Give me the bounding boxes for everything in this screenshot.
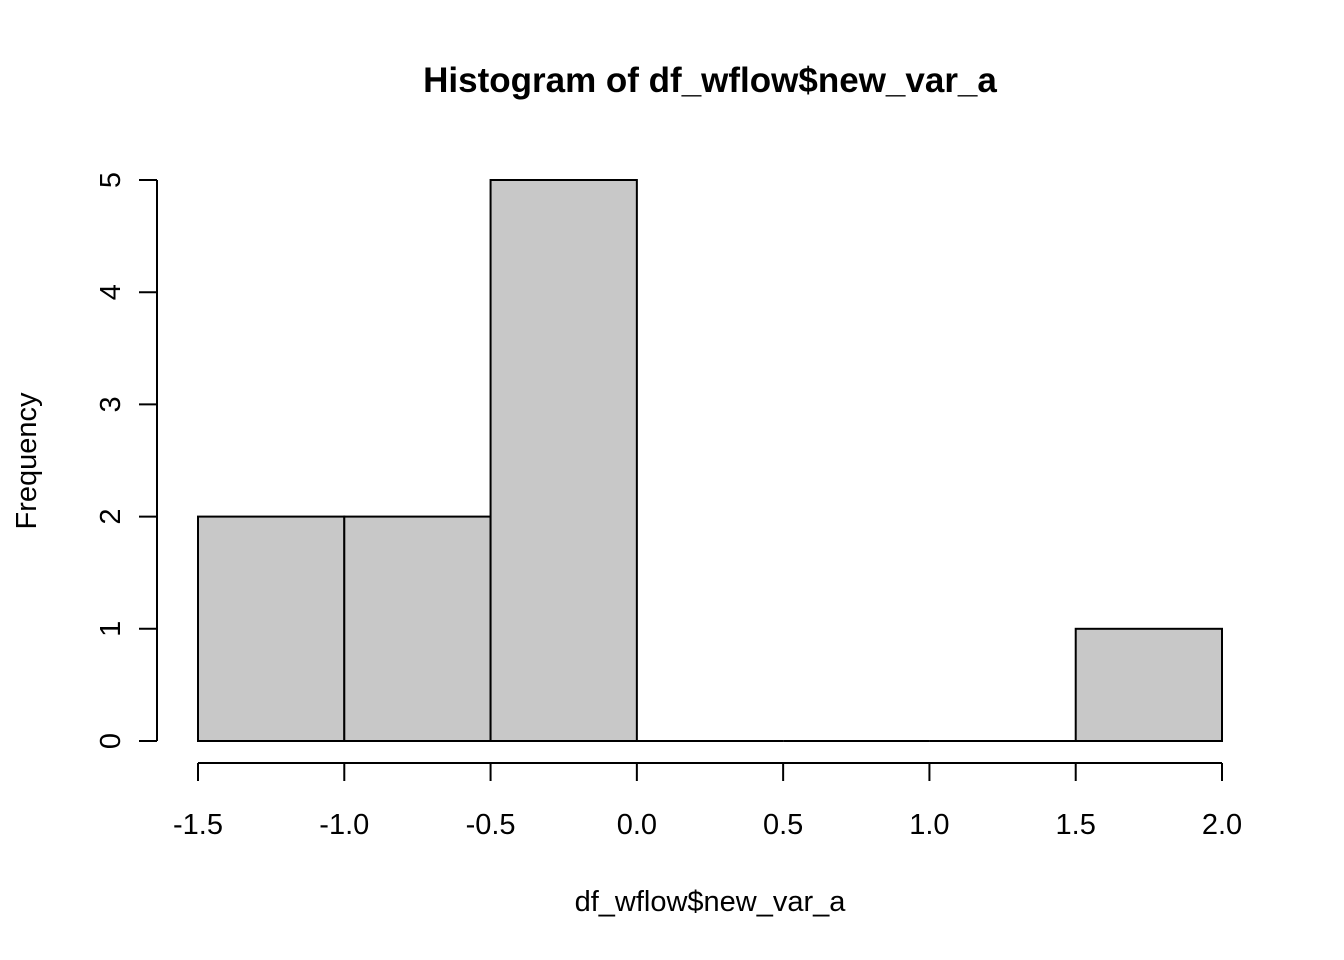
y-axis: 0 1 2 3 4 5 bbox=[95, 172, 158, 749]
y-tick-label-0: 0 bbox=[95, 733, 127, 749]
y-tick-label-2: 2 bbox=[95, 509, 127, 525]
y-tick-label-1: 1 bbox=[95, 621, 127, 637]
y-tick-label-5: 5 bbox=[95, 172, 127, 188]
y-axis-label: Frequency bbox=[11, 392, 43, 530]
x-tick-label-6: 1.5 bbox=[1056, 809, 1096, 841]
y-tick-label-3: 3 bbox=[95, 396, 127, 412]
x-tick-label-7: 2.0 bbox=[1202, 809, 1242, 841]
histogram-bar-6 bbox=[1074, 627, 1223, 742]
histogram-bar-2 bbox=[489, 179, 638, 742]
x-tick-label-2: -0.5 bbox=[466, 809, 516, 841]
x-axis: -1.5 -1.0 -0.5 0.0 0.5 1.0 1.5 2.0 bbox=[173, 762, 1242, 841]
x-tick-label-5: 1.0 bbox=[909, 809, 949, 841]
x-tick-label-1: -1.0 bbox=[319, 809, 369, 841]
x-tick-label-0: -1.5 bbox=[173, 809, 223, 841]
chart-title: Histogram of df_wflow$new_var_a bbox=[423, 61, 997, 100]
y-tick-label-4: 4 bbox=[95, 284, 127, 300]
x-axis-label: df_wflow$new_var_a bbox=[575, 886, 847, 918]
histogram-bar-1 bbox=[343, 515, 492, 742]
x-tick-label-4: 0.5 bbox=[763, 809, 803, 841]
bars-group bbox=[197, 179, 1223, 742]
histogram-bar-0 bbox=[197, 515, 346, 742]
x-tick-label-3: 0.0 bbox=[617, 809, 657, 841]
